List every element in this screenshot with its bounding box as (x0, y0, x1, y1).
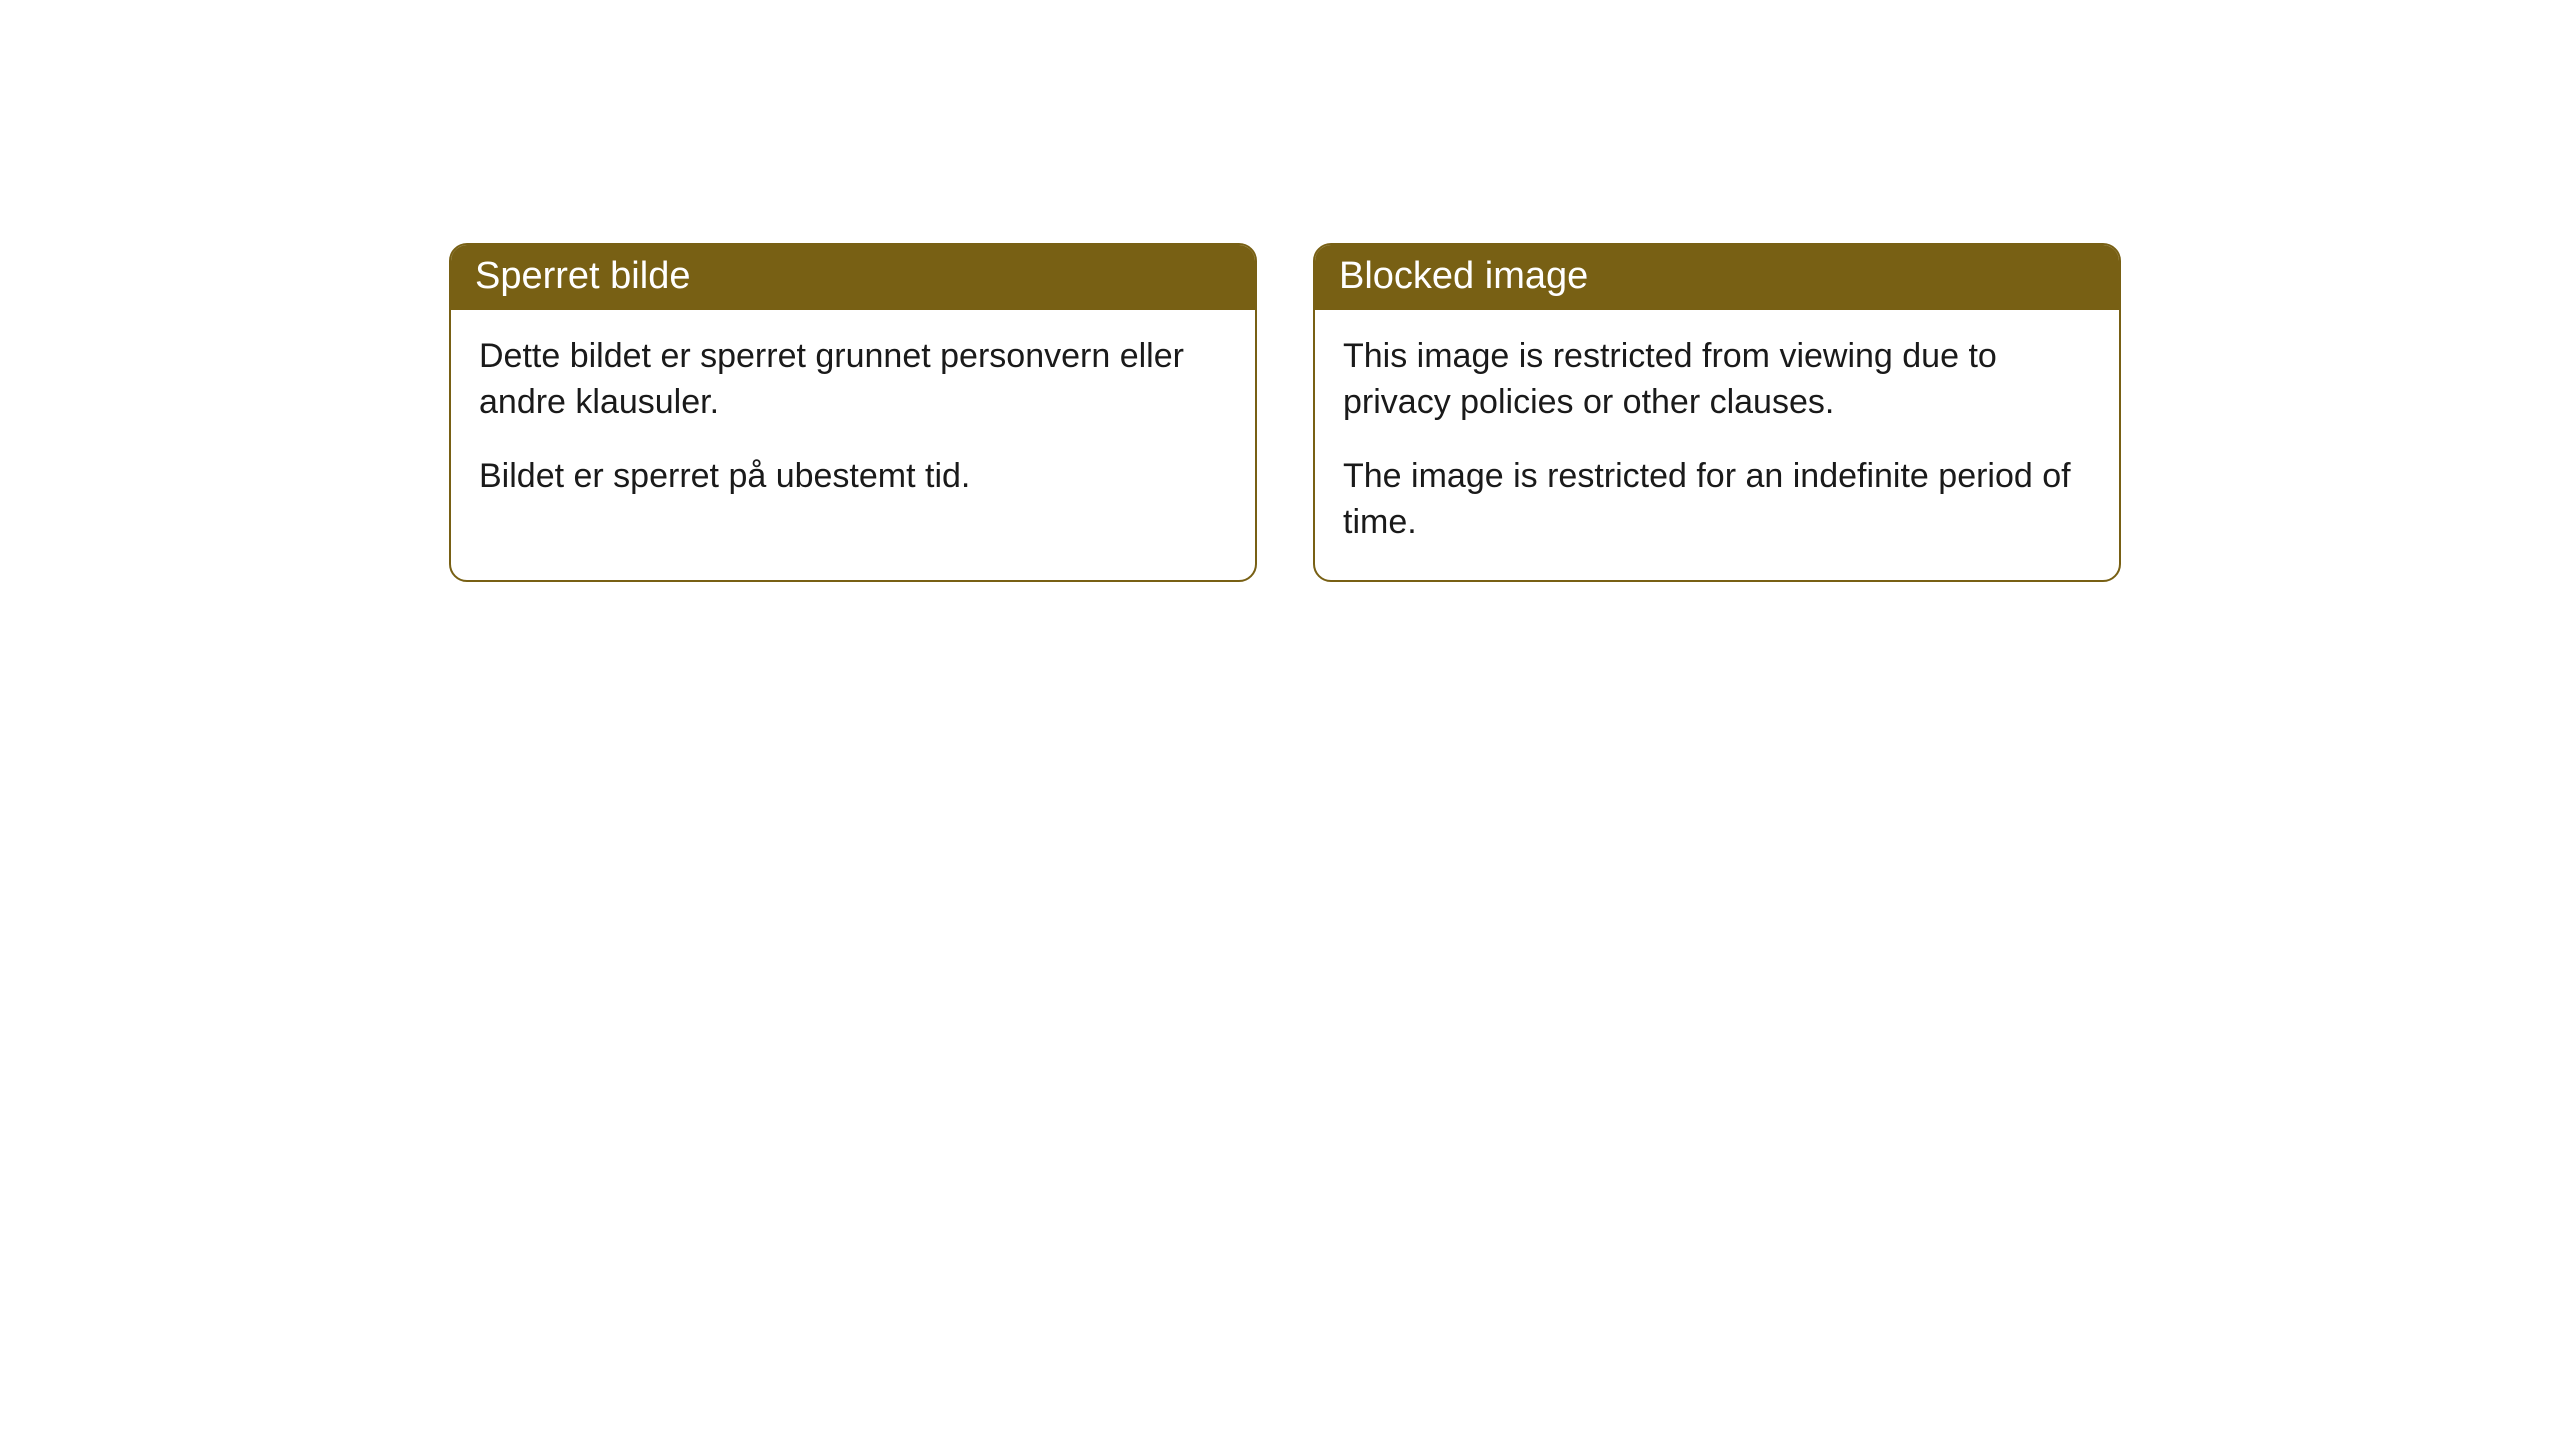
card-body-no: Dette bildet er sperret grunnet personve… (451, 310, 1255, 534)
card-text-en-1: This image is restricted from viewing du… (1343, 334, 2091, 426)
notice-cards-container: Sperret bilde Dette bildet er sperret gr… (449, 243, 2121, 582)
card-text-no-1: Dette bildet er sperret grunnet personve… (479, 334, 1227, 426)
card-text-en-2: The image is restricted for an indefinit… (1343, 454, 2091, 546)
card-header-en: Blocked image (1315, 245, 2119, 310)
blocked-image-card-no: Sperret bilde Dette bildet er sperret gr… (449, 243, 1257, 582)
card-text-no-2: Bildet er sperret på ubestemt tid. (479, 454, 1227, 500)
card-body-en: This image is restricted from viewing du… (1315, 310, 2119, 580)
card-header-no: Sperret bilde (451, 245, 1255, 310)
blocked-image-card-en: Blocked image This image is restricted f… (1313, 243, 2121, 582)
